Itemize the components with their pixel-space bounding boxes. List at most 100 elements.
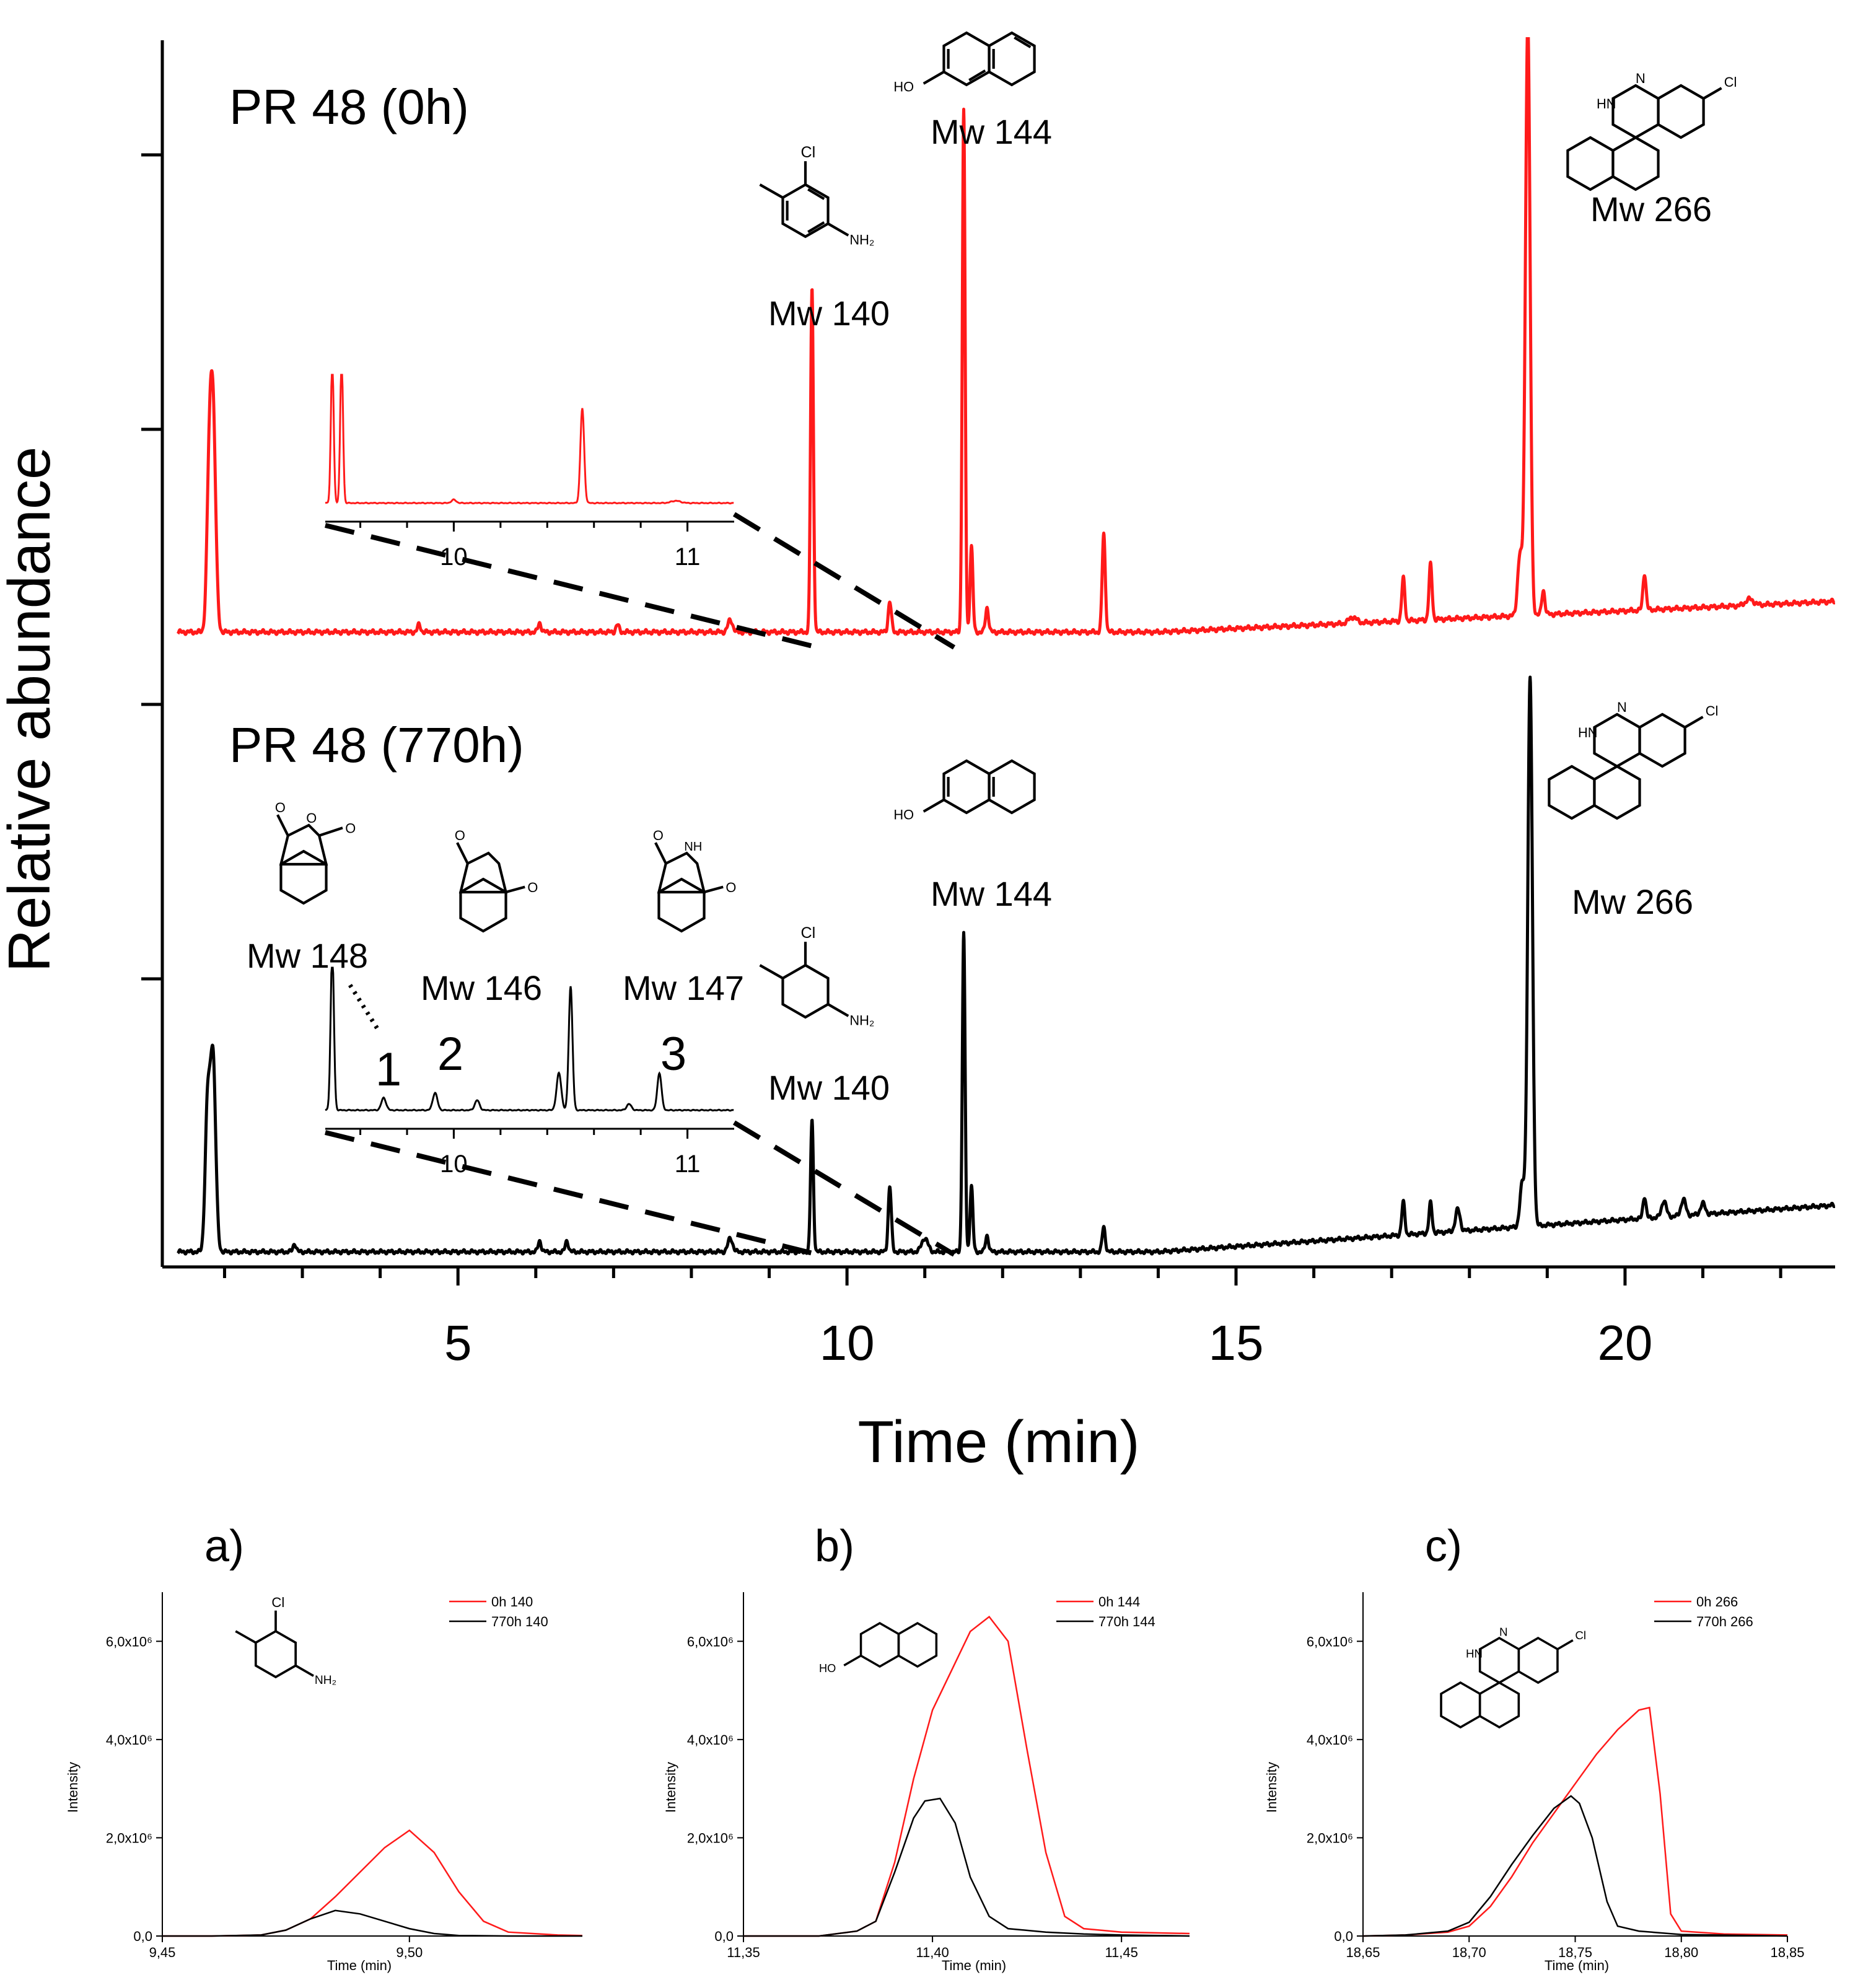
annotation-mw266-bottom: Mw 266 — [1572, 882, 1693, 921]
panel-x-tick-label: 18,80 — [1664, 1945, 1698, 1960]
panel-series-770h — [1362, 1795, 1788, 1937]
panel-x-tick-label: 18,65 — [1346, 1945, 1380, 1960]
legend-label: 0h 266 — [1696, 1594, 1738, 1610]
panel-y-tick-label: 4,0x10⁶ — [1307, 1732, 1353, 1748]
panel-c-molecule: HN N Cl — [1440, 1625, 1586, 1729]
svg-text:HN: HN — [1578, 725, 1598, 740]
inset-bottom: 10 11 1 2 3 — [325, 966, 956, 1257]
panel-x-tick-label: 18,75 — [1558, 1945, 1592, 1960]
panel-y-tick-label: 0,0 — [133, 1929, 152, 1944]
panel-x-tick-label: 18,70 — [1452, 1945, 1486, 1960]
annotation-mw140-top: Mw 140 — [768, 294, 890, 333]
x-tick-label: 15 — [1209, 1315, 1264, 1370]
svg-text:N: N — [1499, 1625, 1508, 1638]
panel-c-label: c) — [1425, 1522, 1462, 1571]
panel-x-tick-label: 9,45 — [149, 1945, 176, 1960]
svg-text:O: O — [306, 810, 317, 826]
inset-bottom-trace — [325, 966, 734, 1112]
panel-c-ylabel: Intensity — [1264, 1762, 1279, 1813]
svg-text:NH₂: NH₂ — [849, 232, 874, 248]
inset-tick-label: 11 — [675, 543, 701, 571]
panel-x-tick-label: 9,50 — [396, 1945, 423, 1960]
panel-a-xlabel: Time (min) — [327, 1958, 392, 1973]
x-tick-label: 10 — [820, 1315, 875, 1370]
legend-label: 0h 140 — [491, 1594, 533, 1610]
main-y-ticks — [141, 153, 162, 981]
zoom-line-bottom-left — [325, 1130, 818, 1257]
panel-y-tick-label: 2,0x10⁶ — [687, 1830, 734, 1846]
structure-benzocinnoline-top: HN N Cl — [1566, 71, 1737, 191]
panel-x-tick-label: 18,85 — [1770, 1945, 1804, 1960]
svg-text:O: O — [653, 828, 664, 843]
svg-text:NH₂: NH₂ — [315, 1674, 336, 1687]
main-traces — [177, 37, 1835, 1256]
annotation-mw140-bottom: Mw 140 — [768, 1068, 890, 1107]
panel-y-tick-label: 2,0x10⁶ — [1307, 1830, 1353, 1846]
panel-a-label: a) — [204, 1522, 244, 1571]
panel-b-xlabel: Time (min) — [942, 1958, 1006, 1973]
svg-text:O: O — [725, 880, 736, 895]
svg-text:Cl: Cl — [1575, 1629, 1586, 1642]
x-tick-label: 20 — [1597, 1315, 1652, 1370]
svg-text:O: O — [527, 880, 538, 895]
panel-series-0h — [162, 1829, 583, 1937]
svg-text:NH: NH — [684, 840, 702, 854]
annotation-mw266-top: Mw 266 — [1590, 190, 1712, 229]
mw148-leader-line — [348, 984, 381, 1033]
panel-series-0h — [1362, 1706, 1788, 1937]
panel-b-ylabel: Intensity — [663, 1762, 678, 1813]
svg-text:HN: HN — [1466, 1647, 1483, 1660]
panel-a-ylabel: Intensity — [65, 1762, 81, 1813]
annotation-mw147: Mw 147 — [623, 968, 744, 1007]
structure-naphthol-top: HO — [893, 31, 1036, 95]
panel-b: b) Intensity Time (min) HO Mw 144 0,0 2,0… — [663, 1522, 1190, 1973]
panel-series-0h — [743, 1615, 1190, 1937]
annotation-mw146: Mw 146 — [421, 968, 542, 1007]
svg-text:HN: HN — [1597, 96, 1616, 112]
panel-a: a) Intensity Time (min) Cl NH₂ Mw 140 0,… — [65, 1522, 583, 1973]
panel-b-label: b) — [815, 1522, 854, 1571]
inset-tick-label: 11 — [675, 1150, 701, 1178]
svg-text:HO: HO — [893, 807, 914, 823]
panel-a-molecule: Cl NH₂ — [235, 1595, 336, 1687]
panel-y-tick-label: 0,0 — [714, 1929, 734, 1944]
inset-peak-number-2: 2 — [437, 1028, 463, 1080]
svg-text:Cl: Cl — [271, 1595, 284, 1610]
panel-y-tick-label: 4,0x10⁶ — [687, 1732, 734, 1748]
legend-label: 770h 140 — [491, 1614, 548, 1629]
panel-a-compound-label: Mw 140 — [278, 1750, 280, 1751]
svg-text:NH₂: NH₂ — [849, 1013, 874, 1028]
panel-y-tick-label: 2,0x10⁶ — [106, 1830, 152, 1846]
svg-text:Cl: Cl — [1724, 74, 1737, 90]
zoom-line-top-right — [732, 512, 956, 650]
main-y-axis-label: Relative abundance — [0, 447, 63, 973]
annotation-mw148: Mw 148 — [247, 936, 368, 975]
series-label-770h: PR 48 (770h) — [229, 717, 524, 773]
main-x-ticks: 5 10 15 20 — [222, 1267, 1782, 1370]
annotation-mw144-top: Mw 144 — [931, 112, 1052, 151]
main-trace-0h — [177, 37, 1835, 636]
inset-top-ticks: 10 11 — [359, 522, 701, 571]
structure-naphthol-bottom: HO — [893, 759, 1036, 823]
svg-text:O: O — [345, 821, 356, 836]
structure-chlorotoluidine-top: Cl NH₂ — [759, 144, 874, 248]
structure-phthalimide: O O NH — [653, 828, 736, 933]
panel-y-tick-label: 4,0x10⁶ — [106, 1732, 152, 1748]
svg-text:O: O — [275, 800, 286, 815]
panel-b-molecule: HO — [819, 1621, 938, 1675]
panel-x-tick-label: 11,40 — [916, 1945, 949, 1960]
annotation-mw144-bottom: Mw 144 — [931, 874, 1052, 913]
panel-y-tick-label: 6,0x10⁶ — [1307, 1634, 1353, 1649]
panel-series-770h — [162, 1909, 582, 1937]
panel-x-tick-label: 11,45 — [1105, 1945, 1137, 1960]
panel-c-compound-label: Mw 266 — [1498, 1746, 1501, 1748]
panel-b-compound-label: Mw 144 — [879, 1734, 881, 1735]
panel-x-tick-label: 11,35 — [727, 1945, 760, 1960]
structure-chlorotoluidine-bottom: Cl NH₂ — [759, 924, 874, 1028]
inset-peak-number-3: 3 — [660, 1028, 686, 1080]
zoom-line-bottom-right — [732, 1120, 956, 1257]
inset-top: 10 11 — [325, 374, 956, 650]
inset-top-trace — [325, 374, 734, 505]
panel-y-tick-label: 6,0x10⁶ — [106, 1634, 152, 1649]
